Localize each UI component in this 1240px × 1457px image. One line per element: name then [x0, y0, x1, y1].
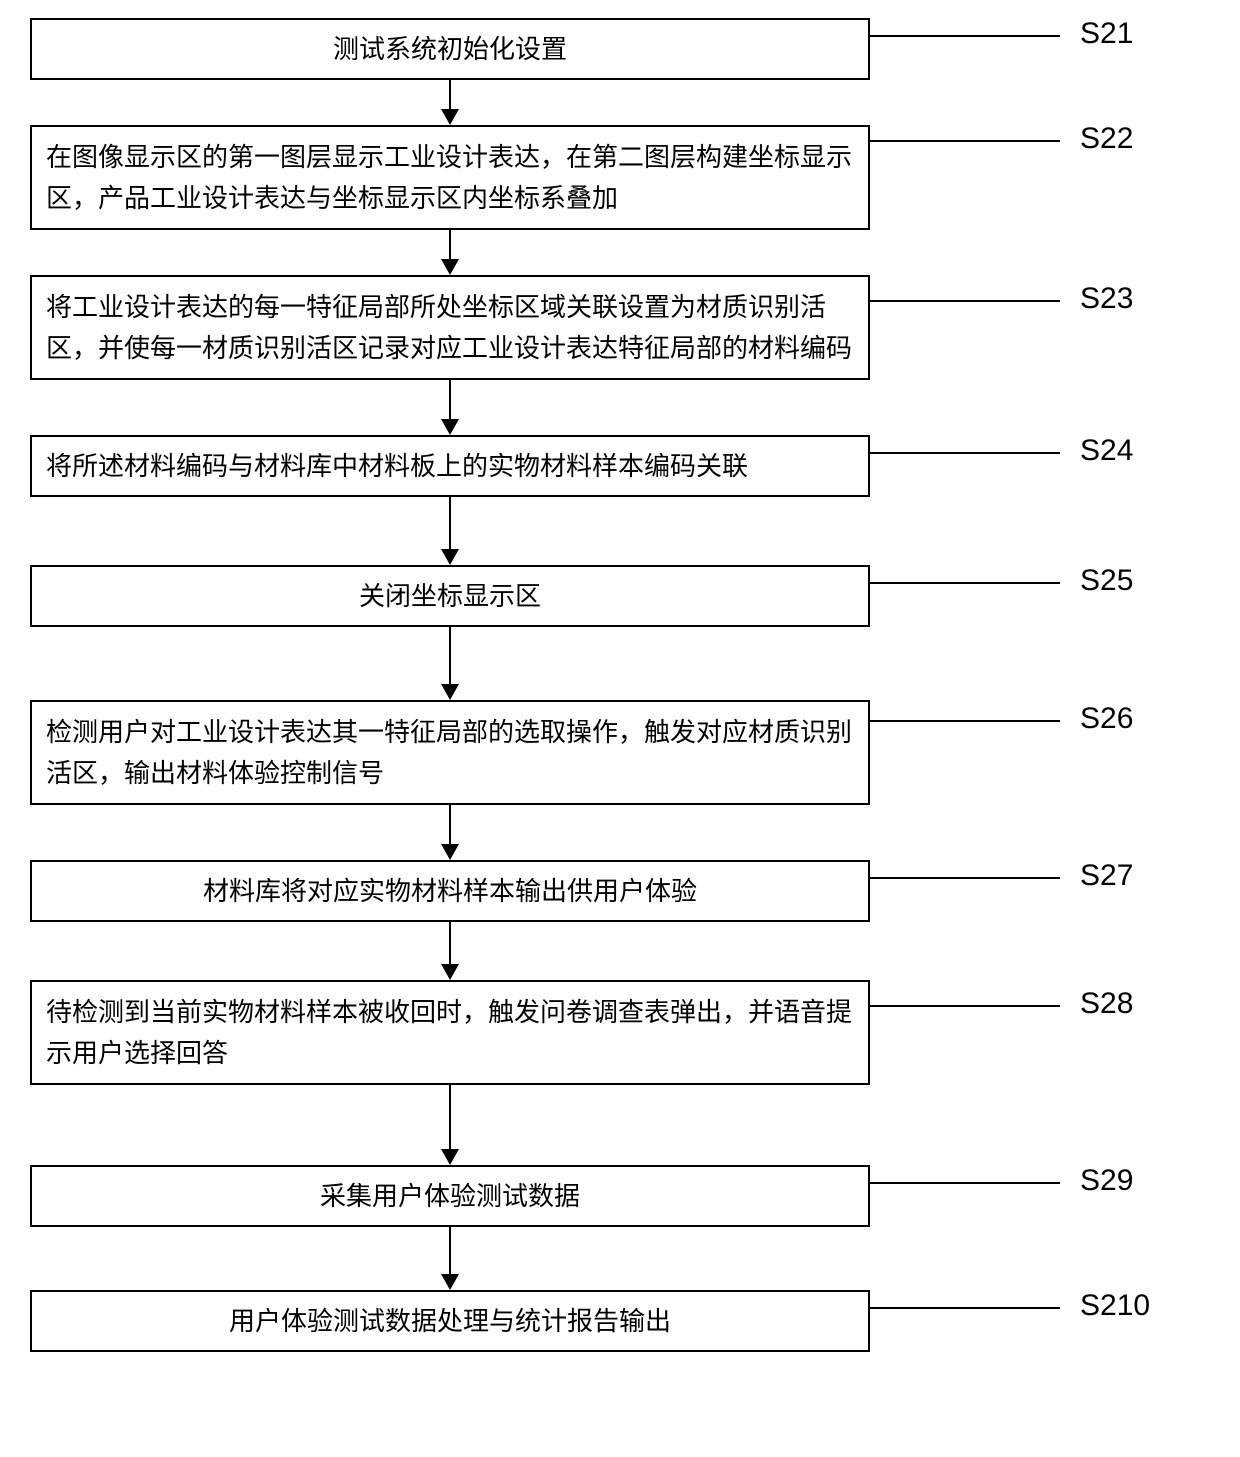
step-label-s24: S24 [1080, 434, 1133, 468]
step-text: 测试系统初始化设置 [333, 29, 567, 69]
arrow-head-icon [441, 844, 459, 860]
step-text: 关闭坐标显示区 [359, 576, 541, 616]
arrow-head-icon [441, 549, 459, 565]
step-box-s22: 在图像显示区的第一图层显示工业设计表达，在第二图层构建坐标显示区，产品工业设计表… [30, 125, 870, 230]
step-text: 将所述材料编码与材料库中材料板上的实物材料样本编码关联 [46, 446, 748, 486]
step-box-s210: 用户体验测试数据处理与统计报告输出 [30, 1290, 870, 1352]
step-label-s23: S23 [1080, 282, 1133, 316]
step-text: 用户体验测试数据处理与统计报告输出 [229, 1301, 671, 1341]
arrow-shaft [449, 805, 451, 844]
step-label-s26: S26 [1080, 702, 1133, 736]
leader-line [870, 140, 1060, 142]
step-box-s21: 测试系统初始化设置 [30, 18, 870, 80]
step-box-s29: 采集用户体验测试数据 [30, 1165, 870, 1227]
step-box-s26: 检测用户对工业设计表达其一特征局部的选取操作，触发对应材质识别活区，输出材料体验… [30, 700, 870, 805]
leader-line [870, 720, 1060, 722]
step-text: 待检测到当前实物材料样本被收回时，触发问卷调查表弹出，并语音提示用户选择回答 [46, 992, 854, 1073]
step-text: 采集用户体验测试数据 [320, 1176, 580, 1216]
step-label-s29: S29 [1080, 1164, 1133, 1198]
leader-line [870, 452, 1060, 454]
arrow-shaft [449, 230, 451, 259]
step-text: 检测用户对工业设计表达其一特征局部的选取操作，触发对应材质识别活区，输出材料体验… [46, 712, 854, 793]
step-box-s28: 待检测到当前实物材料样本被收回时，触发问卷调查表弹出，并语音提示用户选择回答 [30, 980, 870, 1085]
leader-line [870, 35, 1060, 37]
leader-line [870, 1182, 1060, 1184]
arrow-head-icon [441, 1274, 459, 1290]
arrow-shaft [449, 380, 451, 419]
arrow-head-icon [441, 684, 459, 700]
arrow-head-icon [441, 109, 459, 125]
arrow-head-icon [441, 419, 459, 435]
step-label-s25: S25 [1080, 564, 1133, 598]
leader-line [870, 582, 1060, 584]
leader-line [870, 877, 1060, 879]
arrow-shaft [449, 627, 451, 684]
step-box-s27: 材料库将对应实物材料样本输出供用户体验 [30, 860, 870, 922]
step-label-s22: S22 [1080, 122, 1133, 156]
step-label-s21: S21 [1080, 17, 1133, 51]
step-box-s24: 将所述材料编码与材料库中材料板上的实物材料样本编码关联 [30, 435, 870, 497]
step-label-s210: S210 [1080, 1289, 1150, 1323]
arrow-head-icon [441, 1149, 459, 1165]
step-text: 将工业设计表达的每一特征局部所处坐标区域关联设置为材质识别活区，并使每一材质识别… [46, 287, 854, 368]
flowchart-canvas: 测试系统初始化设置 S21 在图像显示区的第一图层显示工业设计表达，在第二图层构建坐… [0, 0, 1240, 1457]
arrow-shaft [449, 1227, 451, 1274]
arrow-shaft [449, 497, 451, 549]
leader-line [870, 1307, 1060, 1309]
leader-line [870, 300, 1060, 302]
step-text: 材料库将对应实物材料样本输出供用户体验 [203, 871, 697, 911]
step-text: 在图像显示区的第一图层显示工业设计表达，在第二图层构建坐标显示区，产品工业设计表… [46, 137, 854, 218]
arrow-shaft [449, 922, 451, 964]
arrow-shaft [449, 80, 451, 109]
arrow-shaft [449, 1085, 451, 1149]
step-box-s25: 关闭坐标显示区 [30, 565, 870, 627]
arrow-head-icon [441, 964, 459, 980]
step-box-s23: 将工业设计表达的每一特征局部所处坐标区域关联设置为材质识别活区，并使每一材质识别… [30, 275, 870, 380]
arrow-head-icon [441, 259, 459, 275]
step-label-s28: S28 [1080, 987, 1133, 1021]
step-label-s27: S27 [1080, 859, 1133, 893]
leader-line [870, 1005, 1060, 1007]
